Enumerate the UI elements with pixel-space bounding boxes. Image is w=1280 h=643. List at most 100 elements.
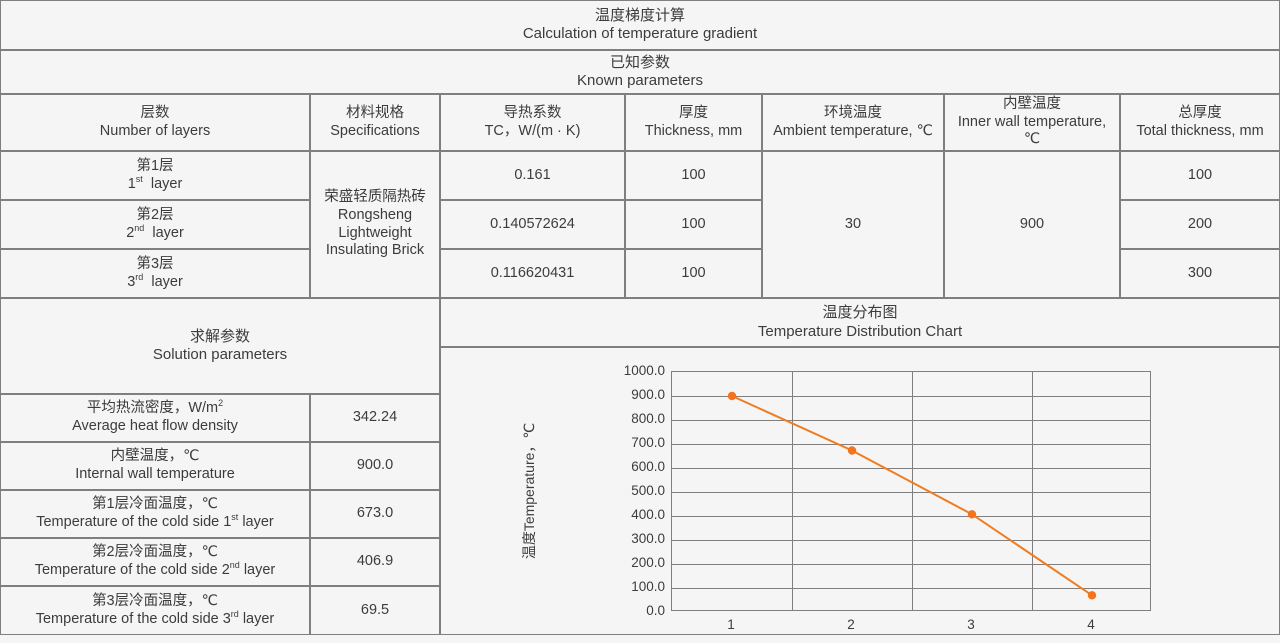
solution-label-cold-side-layer-2: 第2层冷面温度，℃ Temperature of the cold side 2… bbox=[0, 538, 310, 586]
layer-2-name-cn: 第2层 bbox=[136, 206, 174, 223]
header-inner-wall-temperature: 内壁温度 Inner wall temperature, ℃ bbox=[944, 94, 1120, 151]
page-title-cn: 温度梯度计算 bbox=[594, 6, 685, 24]
solution-label-internal-wall-temperature-cn: 内壁温度，℃ bbox=[110, 448, 200, 465]
solution-label-cold-side-layer-2-en: Temperature of the cold side 2nd layer bbox=[34, 560, 276, 578]
chart-data-point bbox=[967, 510, 977, 519]
chart-plot-area bbox=[671, 371, 1151, 611]
page-title-en: Calculation of temperature gradient bbox=[522, 25, 758, 42]
chart-line-path bbox=[731, 395, 1093, 597]
solution-parameters-banner-en: Solution parameters bbox=[152, 346, 288, 363]
solution-parameters-banner-cn: 求解参数 bbox=[189, 327, 250, 345]
chart-gridline-horizontal bbox=[672, 444, 1150, 445]
material-specification-cn: 荣盛轻质隔热砖 bbox=[324, 189, 426, 206]
known-parameters-banner: 已知参数 Known parameters bbox=[0, 50, 1280, 94]
known-parameters-banner-cn: 已知参数 bbox=[609, 53, 670, 71]
total-thickness-value-layer-1: 100 bbox=[1120, 151, 1280, 200]
tc-value-layer-3: 0.116620431 bbox=[440, 249, 625, 298]
header-ambient-temperature: 环境温度 Ambient temperature, ℃ bbox=[762, 94, 944, 151]
table-row-layer-1-name: 第1层 1st layer bbox=[0, 151, 310, 200]
layer-2-ordinal-number: 2 bbox=[126, 224, 135, 241]
tc-value-layer-2: 0.140572624 bbox=[440, 200, 625, 249]
chart-y-tick-label: 400.0 bbox=[631, 506, 665, 522]
thickness-value-layer-2: 100 bbox=[625, 200, 762, 249]
chart-header-en: Temperature Distribution Chart bbox=[757, 322, 963, 340]
chart-header-cn: 温度分布图 bbox=[822, 304, 898, 322]
chart-series bbox=[727, 391, 1097, 600]
layer-3-name-en: 3rd layer bbox=[127, 271, 183, 292]
header-ambient-temperature-en: Ambient temperature, ℃ bbox=[773, 122, 933, 139]
header-thermal-conductivity: 导热系数 TC，W/(m · K) bbox=[440, 94, 625, 151]
solution-parameters-banner: 求解参数 Solution parameters bbox=[0, 298, 440, 394]
header-thickness: 厚度 Thickness, mm bbox=[625, 94, 762, 151]
header-thickness-en: Thickness, mm bbox=[644, 122, 743, 139]
chart-gridline-vertical bbox=[1032, 372, 1033, 610]
solution-value-cold-side-layer-1: 673.0 bbox=[310, 490, 440, 538]
chart-x-tick-label: 1 bbox=[727, 617, 735, 632]
temperature-distribution-chart: 1000.0 900.0 800.0 700.0 600.0 500.0 400.0 300.… bbox=[440, 347, 1280, 635]
material-specification-cell: 荣盛轻质隔热砖 Rongsheng Lightweight Insulating… bbox=[310, 151, 440, 298]
header-specifications: 材料规格 Specifications bbox=[310, 94, 440, 151]
chart-y-axis-ticks: 1000.0 900.0 800.0 700.0 600.0 500.0 400.0 300.… bbox=[603, 363, 665, 618]
layer-1-name-en: 1st layer bbox=[127, 174, 183, 194]
inner-wall-temperature-value: 900 bbox=[944, 151, 1120, 298]
layer-3-ordinal-suffix: rd bbox=[135, 271, 144, 282]
known-parameters-banner-en: Known parameters bbox=[577, 72, 703, 89]
table-row-layer-2-name: 第2层 2nd layer bbox=[0, 200, 310, 249]
solution-value-internal-wall-temperature: 900.0 bbox=[310, 442, 440, 490]
header-total-thickness: 总厚度 Total thickness, mm bbox=[1120, 94, 1280, 151]
layer-2-ordinal-suffix: nd bbox=[134, 222, 145, 233]
total-thickness-value-layer-3: 300 bbox=[1120, 249, 1280, 298]
chart-x-tick-label: 2 bbox=[847, 617, 855, 632]
header-total-thickness-en: Total thickness, mm bbox=[1136, 122, 1264, 139]
chart-y-tick-label: 600.0 bbox=[631, 458, 665, 474]
layer-3-word: layer bbox=[151, 273, 183, 290]
solution-label-cold-side-layer-1: 第1层冷面温度，℃ Temperature of the cold side 1… bbox=[0, 490, 310, 538]
layer-3-ordinal-number: 3 bbox=[127, 273, 136, 290]
chart-canvas: 1000.0 900.0 800.0 700.0 600.0 500.0 400.0 300.… bbox=[441, 348, 1279, 634]
chart-y-tick-label: 800.0 bbox=[631, 410, 665, 426]
thickness-value-layer-3: 100 bbox=[625, 249, 762, 298]
chart-y-tick-label: 700.0 bbox=[631, 434, 665, 450]
solution-label-avg-heat-flow-density-en: Average heat flow density bbox=[72, 418, 238, 434]
chart-gridline-horizontal bbox=[672, 540, 1150, 541]
header-thermal-conductivity-cn: 导热系数 bbox=[503, 104, 562, 121]
thickness-value-layer-1: 100 bbox=[625, 151, 762, 200]
solution-value-cold-side-layer-3: 69.5 bbox=[310, 586, 440, 635]
chart-y-tick-label: 100.0 bbox=[631, 578, 665, 594]
layer-1-word: layer bbox=[150, 175, 183, 192]
tc-value-layer-1: 0.161 bbox=[440, 151, 625, 200]
solution-label-cold-side-layer-3-cn: 第3层冷面温度，℃ bbox=[92, 592, 218, 609]
chart-data-point bbox=[847, 446, 857, 455]
table-row-layer-3-name: 第3层 3rd layer bbox=[0, 249, 310, 298]
header-total-thickness-cn: 总厚度 bbox=[1178, 104, 1222, 121]
solution-label-avg-heat-flow-density-cn: 平均热流密度，W/m2 bbox=[86, 398, 224, 417]
solution-label-avg-heat-flow-density: 平均热流密度，W/m2 Average heat flow density bbox=[0, 394, 310, 442]
solution-label-internal-wall-temperature-en: Internal wall temperature bbox=[75, 466, 235, 482]
solution-label-cold-side-layer-3-en: Temperature of the cold side 3rd layer bbox=[35, 608, 275, 627]
chart-y-axis-label: 温度Temperature，℃ bbox=[521, 422, 537, 560]
solution-label-cold-side-layer-1-en: Temperature of the cold side 1st layer bbox=[36, 512, 274, 530]
solution-value-avg-heat-flow-density: 342.24 bbox=[310, 394, 440, 442]
header-ambient-temperature-cn: 环境温度 bbox=[824, 104, 882, 121]
header-number-of-layers-en: Number of layers bbox=[99, 122, 211, 139]
chart-y-tick-label: 200.0 bbox=[631, 554, 665, 570]
solution-label-internal-wall-temperature: 内壁温度，℃ Internal wall temperature bbox=[0, 442, 310, 490]
ambient-temperature-value: 30 bbox=[762, 151, 944, 298]
header-number-of-layers: 层数 Number of layers bbox=[0, 94, 310, 151]
material-specification-en: Rongsheng Lightweight Insulating Brick bbox=[325, 206, 425, 259]
chart-gridline-horizontal bbox=[672, 468, 1150, 469]
header-thermal-conductivity-en: TC，W/(m · K) bbox=[484, 122, 581, 139]
header-specifications-en: Specifications bbox=[330, 122, 420, 139]
layer-2-word: layer bbox=[152, 224, 184, 241]
chart-gridline-vertical bbox=[912, 372, 913, 610]
layer-2-name-en: 2nd layer bbox=[126, 222, 184, 243]
layer-3-name-cn: 第3层 bbox=[136, 255, 174, 272]
layer-1-ordinal-number: 1 bbox=[127, 175, 136, 192]
layer-1-name-cn: 第1层 bbox=[136, 157, 174, 174]
total-thickness-value-layer-2: 200 bbox=[1120, 200, 1280, 249]
unit-superscript: 2 bbox=[218, 398, 224, 409]
chart-gridline-horizontal bbox=[672, 564, 1150, 565]
solution-value-cold-side-layer-2: 406.9 bbox=[310, 538, 440, 586]
chart-data-point bbox=[727, 391, 737, 401]
